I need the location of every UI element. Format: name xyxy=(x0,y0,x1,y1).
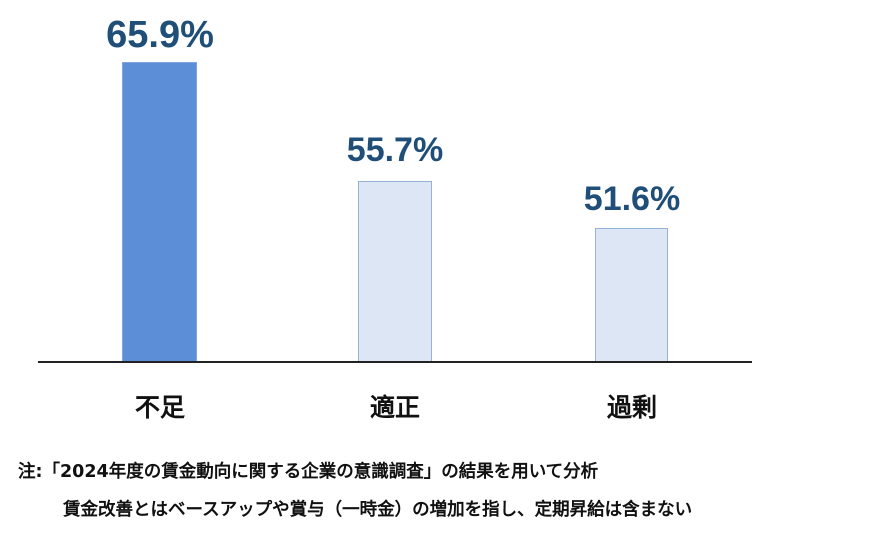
category-label-appropriate: 適正 xyxy=(369,393,420,422)
bar-appropriate xyxy=(358,181,432,362)
x-axis-line xyxy=(38,361,752,363)
bar-excess xyxy=(595,228,668,362)
bar-chart: 65.9% 55.7% 51.6% 不足 適正 過剰 xyxy=(38,14,752,422)
value-label-excess: 51.6% xyxy=(583,180,681,218)
footnote-line-1: 注:「2024年度の賃金動向に関する企業の意識調査」の結果を用いて分析 xyxy=(18,462,599,482)
category-label-shortage: 不足 xyxy=(134,393,185,422)
footnote-line-2: 賃金改善とはベースアップや賞与（一時金）の増加を指し、定期昇給は含まない xyxy=(63,500,693,520)
bar-shortage xyxy=(122,62,197,362)
value-label-shortage: 65.9% xyxy=(106,14,214,56)
value-label-appropriate: 55.7% xyxy=(346,131,444,169)
category-label-excess: 過剰 xyxy=(606,393,657,422)
